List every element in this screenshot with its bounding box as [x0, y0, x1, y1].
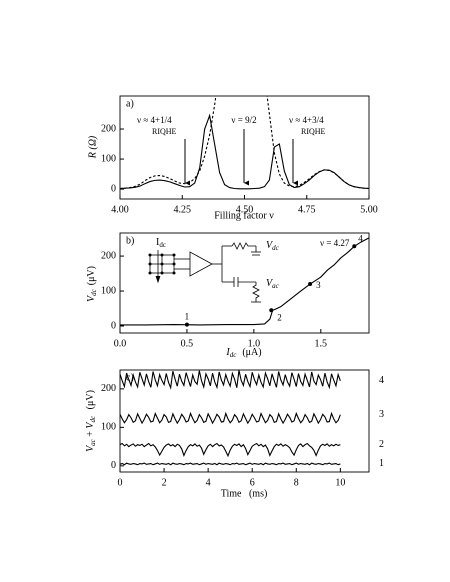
panel-label: c) [126, 372, 134, 383]
annotation: ν = 4.27 [320, 238, 350, 248]
data-line [120, 442, 341, 458]
y-tick-label: 100 [101, 153, 116, 164]
data-line [120, 462, 341, 466]
y-tick-label: 0 [111, 460, 116, 471]
y-tick-label: 0 [111, 183, 116, 194]
data-point [308, 282, 313, 287]
annotation: RIQHE [152, 127, 177, 136]
point-label: 2 [277, 312, 282, 322]
series-label: 1 [379, 458, 384, 469]
y-tick-label: 200 [101, 383, 116, 394]
x-axis-label: Filling factor ν [214, 210, 274, 221]
series-label: 4 [379, 375, 384, 386]
y-tick-label: 200 [101, 250, 116, 261]
point-label: 4 [358, 233, 363, 243]
annotation: ν ≈ 4+1/4 [137, 115, 172, 125]
x-tick-label: 5.00 [360, 204, 378, 215]
x-axis-label: Time (ms) [221, 488, 268, 499]
inset-label: Idc [156, 237, 166, 248]
circuit-nodes [148, 253, 176, 275]
inset-label: Vac [266, 278, 280, 289]
data-point [352, 244, 357, 249]
x-tick-label: 0 [118, 477, 123, 488]
x-tick-label: 10 [335, 477, 345, 488]
plot-frame [119, 232, 370, 334]
data-line [120, 370, 341, 390]
panel-label: a) [126, 98, 134, 109]
x-tick-label: 4.00 [111, 204, 129, 215]
y-tick-label: 0 [111, 320, 116, 331]
x-tick-label: 8 [294, 477, 299, 488]
plot-area [120, 370, 341, 466]
data-line [120, 411, 341, 425]
y-axis-label: R (Ω) [87, 135, 98, 159]
inset-label: Vdc [266, 240, 280, 251]
y-axis-label: Vdc(μV) [86, 266, 97, 302]
y-tick-label: 200 [101, 123, 116, 134]
x-tick-label: 4 [206, 477, 211, 488]
y-tick-label: 100 [101, 285, 116, 296]
data-point [269, 308, 274, 313]
data-line [120, 96, 369, 190]
series-label: 2 [379, 439, 384, 450]
series-label: 3 [379, 409, 384, 420]
plot-frame [119, 369, 370, 473]
plot-area [120, 237, 369, 326]
x-tick-label: 0.5 [181, 338, 194, 349]
x-tick-label: 4.75 [298, 204, 316, 215]
point-label: 3 [316, 280, 321, 290]
x-tick-label: 2 [162, 477, 167, 488]
x-axis-label: Idc (μA) [225, 347, 261, 358]
x-tick-label: 6 [250, 477, 255, 488]
annotation: ν ≈ 4+3/4 [289, 115, 324, 125]
x-tick-label: 4.50 [236, 204, 254, 215]
panel-label: b) [126, 235, 134, 246]
plot-area [120, 96, 369, 190]
x-tick-label: 1.0 [248, 338, 261, 349]
data-line [120, 237, 369, 326]
point-label: 1 [185, 312, 190, 322]
y-axis-label: Vac + Vdc (μV) [85, 390, 96, 452]
x-tick-label: 0.0 [114, 338, 127, 349]
x-tick-label: 1.5 [315, 338, 328, 349]
y-tick-label: 100 [101, 422, 116, 433]
annotation: ν = 9/2 [231, 115, 256, 125]
annotation: RIQHE [301, 127, 326, 136]
x-tick-label: 4.25 [174, 204, 192, 215]
data-point [184, 322, 189, 327]
